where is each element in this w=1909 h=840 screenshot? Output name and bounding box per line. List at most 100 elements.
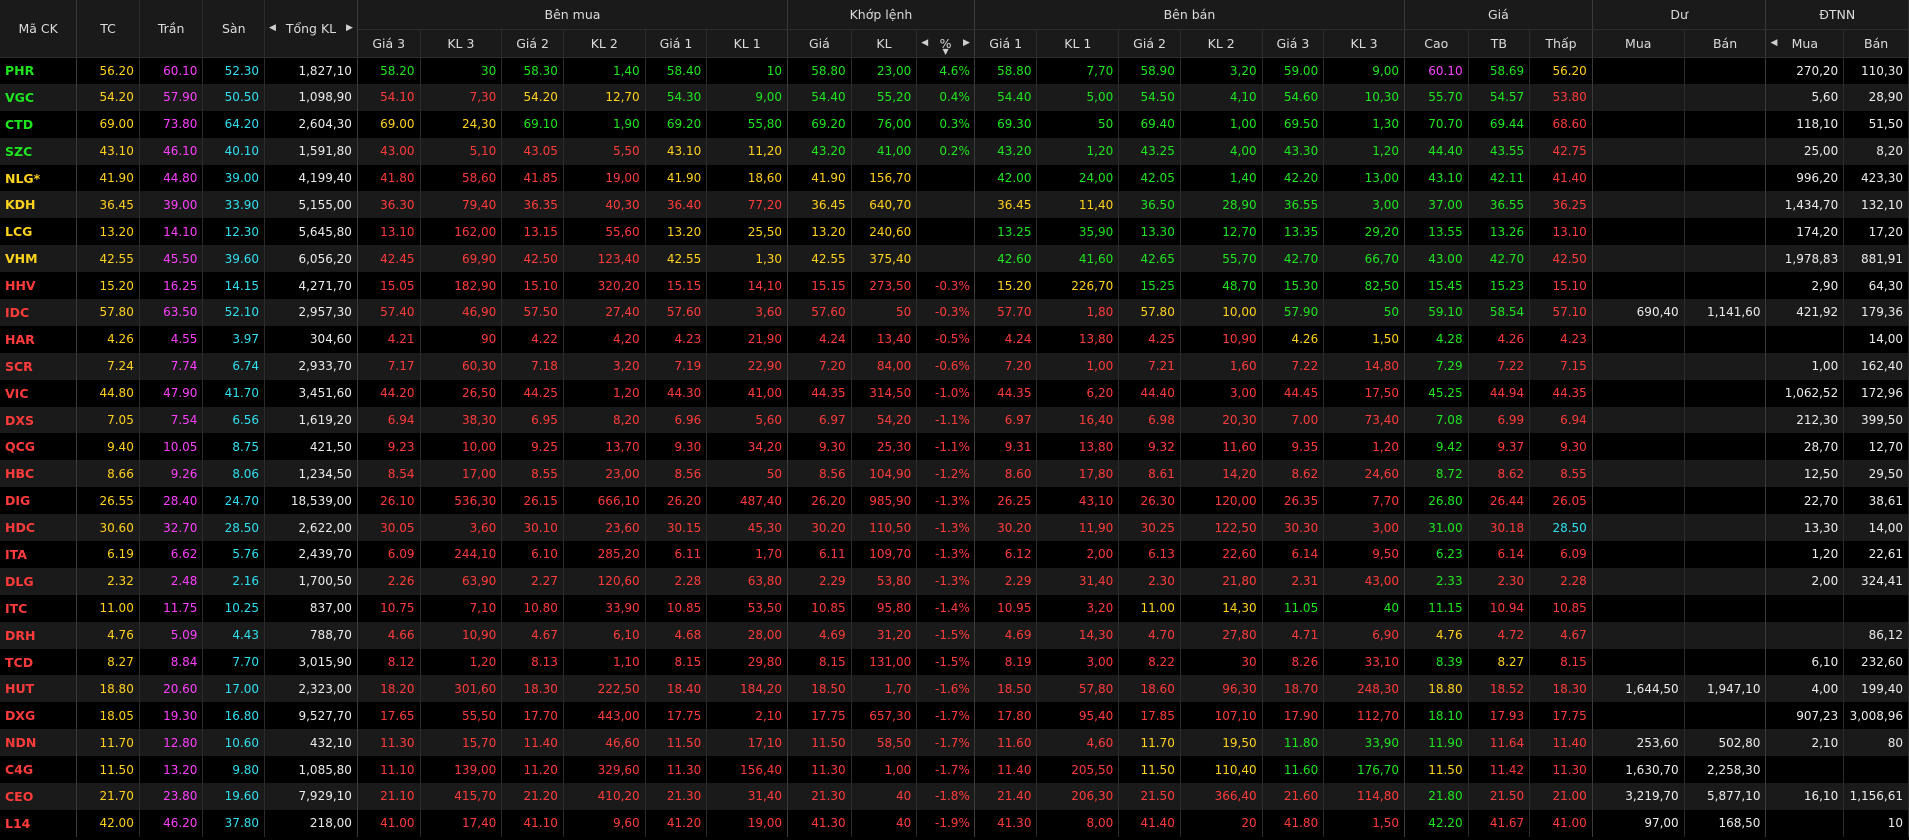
arrow-right-icon[interactable]: ▶ — [962, 38, 970, 48]
symbol-cell[interactable]: TCD — [0, 648, 78, 676]
symbol-cell[interactable]: NDN — [0, 729, 78, 757]
header-nn-ban[interactable]: Bán — [1843, 29, 1909, 58]
table-row[interactable]: HBC 8.66 9.26 8.06 1,234,50 8.54 17,00 8.55 23,0… — [0, 460, 1909, 488]
header-sell-kl1[interactable]: KL 1 — [1036, 29, 1120, 58]
table-row[interactable]: DIG 26.55 28.40 24.70 18,539,00 26.10 536,30 26… — [0, 487, 1909, 515]
table-row[interactable]: C4G 11.50 13.20 9.80 1,085,80 11.10 139,00 11.2… — [0, 756, 1909, 784]
match-price-cell: 26.20 — [787, 487, 852, 515]
table-row[interactable]: SCR 7.24 7.74 6.74 2,933,70 7.17 60,30 7.18 3,20… — [0, 352, 1909, 380]
buy-vol3-cell: 3,60 — [420, 514, 503, 542]
table-row[interactable]: SZC 43.10 46.10 40.10 1,591,80 43.00 5,10 43.05… — [0, 137, 1909, 165]
table-row[interactable]: DRH 4.76 5.09 4.43 788,70 4.66 10,90 4.67 6,10 4.… — [0, 621, 1909, 649]
table-row[interactable]: L14 42.00 46.20 37.80 218,00 41.00 17,40 41.10 9… — [0, 809, 1909, 837]
header-sell-gia3[interactable]: Giá 3 — [1262, 29, 1325, 58]
arrow-left-icon[interactable]: ◀ — [269, 23, 276, 34]
header-cao[interactable]: Cao — [1404, 29, 1469, 58]
header-sell-kl3[interactable]: KL 3 — [1323, 29, 1405, 58]
residual-buy-cell — [1592, 218, 1685, 246]
header-match-pct[interactable]: ◀ % ▼ ▶ — [916, 29, 975, 58]
header-du-mua[interactable]: Mua — [1592, 29, 1685, 58]
header-tb[interactable]: TB — [1468, 29, 1531, 58]
table-row[interactable]: DLG 2.32 2.48 2.16 1,700,50 2.26 63,90 2.27 120,… — [0, 567, 1909, 595]
symbol-cell[interactable]: HUT — [0, 675, 78, 703]
symbol-cell[interactable]: L14 — [0, 809, 78, 837]
symbol-cell[interactable]: HDC — [0, 514, 78, 542]
header-nn-mua[interactable]: ◀ Mua — [1765, 29, 1845, 58]
header-sell-gia2[interactable]: Giá 2 — [1118, 29, 1181, 58]
table-row[interactable]: HHV 15.20 16.25 14.15 4,271,70 15.05 182,90 15.… — [0, 272, 1909, 300]
header-du-ban[interactable]: Bán — [1684, 29, 1767, 58]
table-row[interactable]: TCD 8.27 8.84 7.70 3,015,90 8.12 1,20 8.13 1,10 8… — [0, 648, 1909, 676]
symbol-cell[interactable]: HHV — [0, 272, 78, 300]
table-row[interactable]: NDN 11.70 12.80 10.60 432,10 11.30 15,70 11.40 4… — [0, 729, 1909, 757]
symbol-cell[interactable]: VGC — [0, 83, 78, 111]
table-row[interactable]: CTD 69.00 73.80 64.20 2,604,30 69.00 24,30 69.1… — [0, 110, 1909, 138]
arrow-left-icon[interactable]: ◀ — [1770, 38, 1778, 48]
sell-price1-cell: 57.70 — [974, 299, 1038, 326]
table-row[interactable]: HDC 30.60 32.70 28.50 2,622,00 30.05 3,60 30.10… — [0, 514, 1909, 542]
header-match-gia[interactable]: Giá — [787, 29, 852, 58]
table-row[interactable]: DXS 7.05 7.54 6.56 1,619,20 6.94 38,30 6.95 8,20… — [0, 406, 1909, 434]
symbol-cell[interactable]: PHR — [0, 57, 78, 84]
table-row[interactable]: ITA 6.19 6.62 5.76 2,439,70 6.09 244,10 6.10 285… — [0, 541, 1909, 568]
header-buy-kl3[interactable]: KL 3 — [420, 29, 503, 58]
table-row[interactable]: CEO 21.70 23.80 19.60 7,929,10 21.10 415,70 21.… — [0, 783, 1909, 810]
symbol-cell[interactable]: IDC — [0, 299, 78, 326]
table-row[interactable]: IDC 57.80 63.50 52.10 2,957,30 57.40 46,90 57.5… — [0, 299, 1909, 326]
symbol-cell[interactable]: C4G — [0, 756, 78, 784]
buy-price1-cell: 18.40 — [645, 675, 708, 703]
symbol-cell[interactable]: VHM — [0, 245, 78, 273]
symbol-cell[interactable]: SZC — [0, 137, 78, 165]
header-sell-gia1[interactable]: Giá 1 — [974, 29, 1038, 58]
table-row[interactable]: PHR 56.20 60.10 52.30 1,827,10 58.20 30 58.30 1,… — [0, 57, 1909, 84]
table-row[interactable]: KDH 36.45 39.00 33.90 5,155,00 36.30 79,40 36.3… — [0, 191, 1909, 219]
table-row[interactable]: VGC 54.20 57.90 50.50 1,098,90 54.10 7,30 54.20… — [0, 83, 1909, 111]
table-row[interactable]: HUT 18.80 20.60 17.00 2,323,00 18.20 301,60 18.… — [0, 675, 1909, 703]
foreign-sell-cell: 324,41 — [1843, 567, 1909, 595]
symbol-cell[interactable]: ITA — [0, 541, 78, 568]
header-match-kl[interactable]: KL — [851, 29, 918, 58]
table-row[interactable]: HAR 4.26 4.55 3.97 304,60 4.21 90 4.22 4,20 4.23 2… — [0, 325, 1909, 353]
symbol-cell[interactable]: KDH — [0, 191, 78, 219]
header-tc[interactable]: TC — [76, 0, 140, 58]
table-row[interactable]: NLG* 41.90 44.80 39.00 4,199,40 41.80 58,60 41.… — [0, 164, 1909, 192]
buy-vol3-cell: 15,70 — [420, 729, 503, 757]
header-tong-kl[interactable]: ◀ Tổng KL ▶ — [264, 0, 358, 58]
table-row[interactable]: VHM 42.55 45.50 39.60 6,056,20 42.45 69,90 42.5… — [0, 245, 1909, 273]
buy-price2-cell: 18.30 — [501, 675, 564, 703]
table-row[interactable]: VIC 44.80 47.90 41.70 3,451,60 44.20 26,50 44.2… — [0, 379, 1909, 407]
table-row[interactable]: DXG 18.05 19.30 16.80 9,527,70 17.65 55,50 17.7… — [0, 702, 1909, 730]
symbol-cell[interactable]: VIC — [0, 379, 78, 407]
header-thap[interactable]: Thấp — [1529, 29, 1593, 58]
symbol-cell[interactable]: DXG — [0, 702, 78, 730]
header-tran[interactable]: Trần — [139, 0, 204, 58]
symbol-cell[interactable]: DIG — [0, 487, 78, 515]
symbol-cell[interactable]: HAR — [0, 325, 78, 353]
symbol-cell[interactable]: CTD — [0, 110, 78, 138]
header-buy-gia1[interactable]: Giá 1 — [645, 29, 708, 58]
symbol-cell[interactable]: DLG — [0, 567, 78, 595]
table-row[interactable]: LCG 13.20 14.10 12.30 5,645,80 13.10 162,00 13.… — [0, 218, 1909, 246]
header-ma-ck[interactable]: Mã CK — [0, 0, 78, 58]
arrow-left-icon[interactable]: ◀ — [921, 38, 929, 48]
symbol-cell[interactable]: DXS — [0, 406, 78, 434]
symbol-cell[interactable]: DRH — [0, 621, 78, 649]
header-sell-kl2[interactable]: KL 2 — [1180, 29, 1263, 58]
symbol-cell[interactable]: ITC — [0, 594, 78, 622]
ref-price-cell: 4.76 — [76, 621, 140, 649]
symbol-cell[interactable]: QCG — [0, 433, 78, 461]
symbol-cell[interactable]: SCR — [0, 352, 78, 380]
header-buy-kl1[interactable]: KL 1 — [706, 29, 789, 58]
symbol-cell[interactable]: CEO — [0, 783, 78, 810]
header-buy-kl2[interactable]: KL 2 — [563, 29, 646, 58]
foreign-buy-cell: 174,20 — [1765, 218, 1845, 246]
arrow-right-icon[interactable]: ▶ — [346, 23, 353, 34]
symbol-cell[interactable]: HBC — [0, 460, 78, 488]
header-buy-gia2[interactable]: Giá 2 — [501, 29, 564, 58]
table-row[interactable]: ITC 11.00 11.75 10.25 837,00 10.75 7,10 10.80 33… — [0, 594, 1909, 622]
header-san[interactable]: Sàn — [202, 0, 266, 58]
table-row[interactable]: QCG 9.40 10.05 8.75 421,50 9.23 10,00 9.25 13,70… — [0, 433, 1909, 461]
symbol-cell[interactable]: NLG* — [0, 164, 78, 192]
header-buy-gia3[interactable]: Giá 3 — [357, 29, 421, 58]
symbol-cell[interactable]: LCG — [0, 218, 78, 246]
